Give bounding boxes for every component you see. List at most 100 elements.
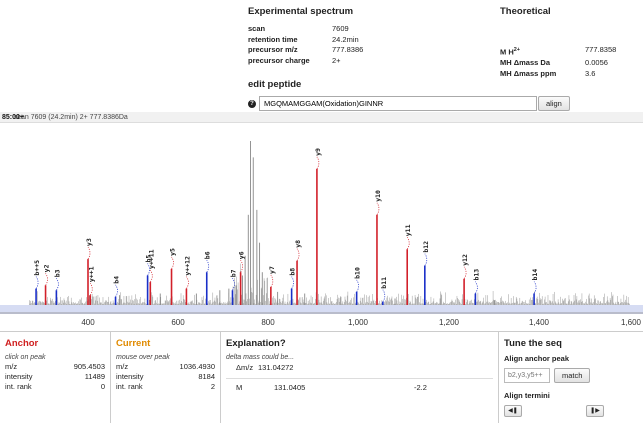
- anchor-title: Anchor: [5, 338, 39, 349]
- exp-value: 7609: [332, 24, 349, 33]
- peak-label: y7: [268, 266, 276, 274]
- peak-label-leader: [376, 202, 380, 215]
- anchor-value: 905.4503: [73, 362, 105, 371]
- peak-label: b7: [229, 269, 237, 277]
- peak-label-leader: [89, 282, 93, 296]
- x-tick-label: 1,400: [529, 318, 550, 327]
- peak-label-leader: [45, 273, 48, 286]
- x-tick-label: 800: [261, 318, 275, 327]
- peak-label: b13: [472, 269, 480, 281]
- anchor-value: 11489: [84, 372, 105, 381]
- exp-label: scan: [248, 24, 266, 33]
- explanation-ppm: -2.2: [414, 383, 427, 392]
- experimental-title: Experimental spectrum: [248, 6, 354, 17]
- current-subtitle: mouse over peak: [116, 354, 170, 361]
- align-anchor-row: match: [504, 368, 638, 383]
- peak-label: y8: [294, 240, 302, 248]
- current-title: Current: [116, 338, 151, 349]
- align-button[interactable]: align: [538, 96, 570, 111]
- match-button[interactable]: match: [554, 368, 591, 383]
- peak-label-leader: [171, 256, 174, 270]
- x-tick-label: 1,200: [439, 318, 460, 327]
- peak-label: y12: [461, 254, 469, 266]
- peak-label: y3: [85, 238, 93, 246]
- explanation-row[interactable]: M 131.0405 -2.2: [226, 378, 493, 392]
- peak-label-leader: [291, 276, 294, 289]
- anchor-label: int. rank: [5, 382, 32, 391]
- anchor-value: 0: [100, 382, 105, 391]
- peak-label-leader: [56, 278, 59, 291]
- x-axis: 400 600 800 1,000 1,200 1,400 1,600: [0, 312, 643, 327]
- peak-label: y++12: [183, 256, 191, 276]
- peak-label-leader: [356, 279, 359, 293]
- theo-row: MH Δmass Da 0.0056: [500, 58, 640, 69]
- current-value: 2: [210, 382, 215, 391]
- explanation-panel: Explanation? delta mass could be... Δm/z…: [220, 332, 498, 423]
- explanation-residue: M: [236, 383, 243, 392]
- peak-label: b14: [531, 269, 539, 281]
- current-value: 1036.4930: [179, 362, 215, 371]
- tune-panel: Tune the seq Align anchor peak match Ali…: [498, 332, 643, 423]
- peak-label-leader: [533, 281, 537, 294]
- theoretical-title: Theoretical: [500, 6, 551, 17]
- peak-label-leader: [316, 156, 320, 170]
- plot-background: [0, 123, 643, 330]
- theo-value: 3.6: [585, 68, 596, 78]
- skip-left-icon[interactable]: ◀❚: [504, 405, 522, 417]
- skip-right-icon[interactable]: ❚▶: [586, 405, 604, 417]
- current-label: int. rank: [116, 382, 143, 391]
- peptide-input[interactable]: [259, 96, 537, 111]
- peak-label-leader: [115, 284, 118, 297]
- explanation-title: Explanation?: [226, 338, 286, 349]
- peak-label-leader: [147, 263, 150, 276]
- theo-label: MH Δmass Da: [500, 58, 550, 67]
- exp-value: 777.8386: [332, 45, 364, 54]
- anchor-panel: Anchor click on peak m/z 905.4503 intensi…: [0, 332, 110, 423]
- theo-row: MH Δmass ppm 3.6: [500, 69, 640, 80]
- anchor-label: m/z: [5, 362, 18, 371]
- spectrum-overlay-label: 85:00+: [2, 114, 24, 121]
- current-label: m/z: [116, 362, 129, 371]
- peak-label: b6: [204, 251, 212, 259]
- explanation-mass: 131.0405: [274, 383, 306, 392]
- peak-label: y5: [169, 248, 177, 256]
- tune-title: Tune the seq: [504, 338, 562, 349]
- theo-label: M H2+: [500, 47, 521, 57]
- peak-label: b8: [289, 268, 297, 276]
- anchor-row: m/z 905.4503: [5, 362, 105, 372]
- peak-label: b10: [354, 267, 362, 279]
- experimental-section: Experimental spectrum scan 7609 retention…: [248, 6, 498, 66]
- peak-label-leader: [475, 281, 478, 294]
- peak-label-leader: [296, 248, 300, 261]
- peak-label-leader: [87, 246, 91, 260]
- peak-label: b12: [422, 241, 430, 253]
- exp-label: precursor charge: [248, 55, 310, 65]
- edit-peptide-section: edit peptide ? align: [248, 79, 570, 111]
- peak-label: b5: [145, 255, 153, 263]
- explanation-subtitle: delta mass could be...: [226, 354, 295, 361]
- theoretical-section: Theoretical M H2+ 777.8358 MH Δmass Da 0.0…: [500, 6, 640, 79]
- peak-label-leader: [270, 274, 274, 288]
- delta-row: Δm/z 131.04272: [226, 362, 493, 374]
- align-anchor-label: Align anchor peak: [504, 354, 570, 363]
- x-tick-label: 600: [171, 318, 185, 327]
- align-termini-row: ◀❚ ❚▶: [504, 405, 638, 417]
- exp-label: precursor m/z: [248, 45, 298, 54]
- peak-label: b++5: [33, 260, 41, 276]
- bottom-panels: Anchor click on peak m/z 905.4503 intensi…: [0, 331, 643, 423]
- theo-row: M H2+ 777.8358: [500, 45, 640, 58]
- theo-value: 0.0056: [585, 58, 608, 67]
- current-row: intensity 8184: [116, 372, 215, 382]
- peak-label-leader: [406, 237, 410, 250]
- peak-label: b11: [380, 277, 388, 289]
- spectrum-header: 85:00+ scan 7609 (24.2min) 2+ 777.8386Da: [0, 112, 643, 123]
- question-icon[interactable]: ?: [248, 99, 256, 108]
- anchor-label: intensity: [5, 372, 33, 381]
- peak-label-leader: [232, 278, 235, 291]
- peak-label: y6: [238, 251, 246, 259]
- current-row: int. rank 2: [116, 382, 215, 392]
- peak-label-leader: [206, 260, 210, 273]
- mz-range-band[interactable]: [0, 305, 643, 314]
- anchor-ion-input[interactable]: [504, 368, 550, 383]
